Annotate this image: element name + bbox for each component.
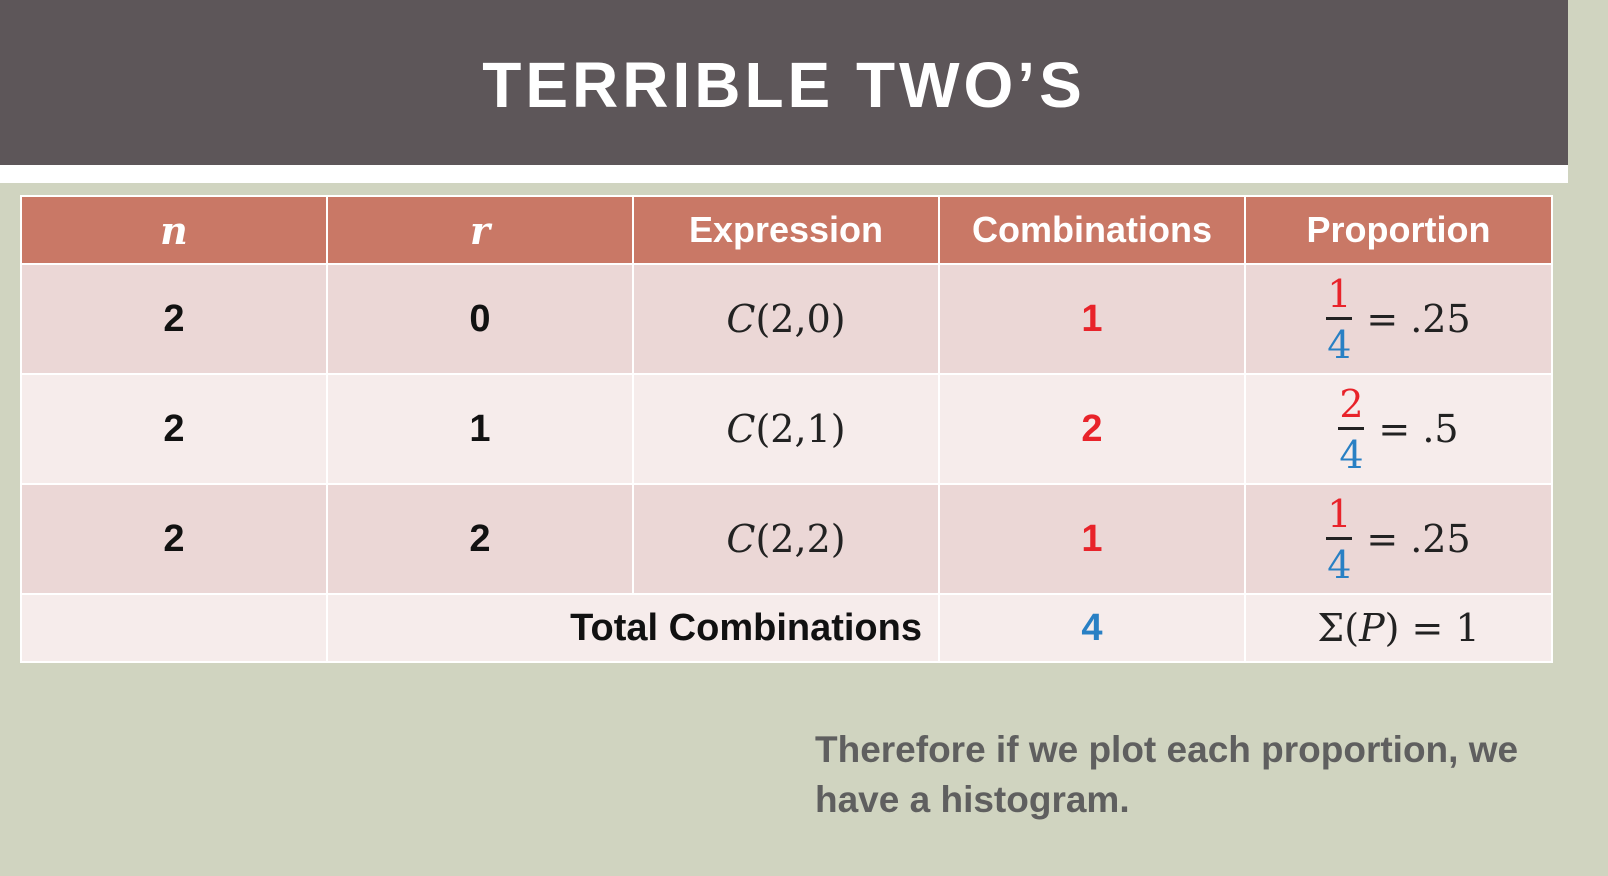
fraction-bar [1338, 426, 1365, 430]
cell-expression: C(2,0) [632, 263, 940, 375]
expr-args: (2,1) [755, 407, 846, 451]
fraction-numerator: 1 [1327, 271, 1352, 316]
fraction-numerator: 2 [1339, 381, 1364, 426]
cell-r: 2 [326, 483, 634, 595]
header-n: n [20, 195, 328, 265]
sigma-sum: Σ(P) = 1 [1244, 593, 1553, 663]
cell-r: 1 [326, 373, 634, 485]
cell-proportion: 1 4 = .25 [1244, 263, 1553, 375]
slide-title: TERRIBLE TWO’S [482, 48, 1086, 121]
histogram-note: Therefore if we plot each proportion, we… [815, 729, 1519, 820]
header-combinations: Combinations [938, 195, 1246, 265]
expr-function: C [726, 297, 756, 341]
header-r: r [326, 195, 634, 265]
fraction-bar [1326, 316, 1353, 320]
sigma-prefix: Σ( [1317, 606, 1360, 650]
expr-function: C [726, 517, 756, 561]
title-bar: TERRIBLE TWO’S [0, 0, 1568, 165]
sigma-suffix: ) = 1 [1384, 606, 1480, 650]
cell-proportion: 2 4 = .5 [1244, 373, 1553, 485]
fraction-denominator: 4 [1339, 432, 1364, 477]
header-proportion: Proportion [1244, 195, 1553, 265]
fraction: 1 4 [1326, 271, 1353, 367]
cell-expression: C(2,1) [632, 373, 940, 485]
cell-combinations: 1 [938, 483, 1246, 595]
fraction-bar [1326, 536, 1353, 540]
table-row: 2 2 C(2,2) 1 1 4 = .25 [20, 483, 1553, 595]
combinations-table: n r Expression Combinations Proportion 2… [20, 195, 1553, 663]
expr-function: C [726, 407, 756, 451]
total-row: Total Combinations 4 Σ(P) = 1 [20, 593, 1553, 663]
cell-expression: C(2,2) [632, 483, 940, 595]
fraction-denominator: 4 [1327, 322, 1352, 367]
fraction-numerator: 1 [1327, 491, 1352, 536]
cell-combinations: 2 [938, 373, 1246, 485]
header-expression: Expression [632, 195, 940, 265]
cell-n: 2 [20, 483, 328, 595]
cell-n: 2 [20, 373, 328, 485]
sigma-var: P [1359, 606, 1385, 650]
proportion-value: = .25 [1366, 517, 1471, 561]
cell-proportion: 1 4 = .25 [1244, 483, 1553, 595]
expr-args: (2,0) [755, 297, 846, 341]
fraction: 2 4 [1338, 381, 1365, 477]
proportion-value: = .25 [1366, 297, 1471, 341]
title-divider [0, 165, 1568, 183]
cell-combinations: 1 [938, 263, 1246, 375]
table-row: 2 1 C(2,1) 2 2 4 = .5 [20, 373, 1553, 485]
fraction: 1 4 [1326, 491, 1353, 587]
cell-n: 2 [20, 263, 328, 375]
expr-args: (2,2) [755, 517, 846, 561]
total-label: Total Combinations [326, 593, 940, 663]
slide-edge [1568, 0, 1608, 876]
proportion-value: = .5 [1378, 407, 1459, 451]
fraction-denominator: 4 [1327, 542, 1352, 587]
cell-r: 0 [326, 263, 634, 375]
table-row: 2 0 C(2,0) 1 1 4 = .25 [20, 263, 1553, 375]
total-empty-cell [20, 593, 328, 663]
table-header-row: n r Expression Combinations Proportion [20, 195, 1553, 265]
total-combinations: 4 [938, 593, 1246, 663]
